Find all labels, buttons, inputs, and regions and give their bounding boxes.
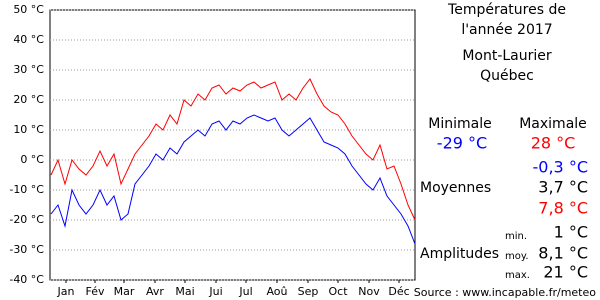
source: Source : www.incapable.fr/meteo bbox=[414, 286, 596, 299]
y-tick-label: -10 °C bbox=[9, 183, 44, 196]
stat-value: -29 °C bbox=[437, 134, 487, 153]
stat-value: 1 °C bbox=[554, 223, 588, 242]
x-tick-label: Sep bbox=[298, 285, 319, 298]
x-tick-label: Aoû bbox=[266, 285, 287, 298]
location: Mont-Laurier bbox=[462, 48, 552, 64]
y-tick-label: -30 °C bbox=[9, 243, 44, 256]
stat-label: Maximale bbox=[519, 116, 587, 132]
x-tick-label: Jan bbox=[57, 285, 75, 298]
region: Québec bbox=[480, 68, 534, 84]
x-tick-label: Fév bbox=[85, 285, 104, 298]
chart-title: Températures de bbox=[447, 2, 566, 18]
stat-label: Amplitudes bbox=[420, 246, 499, 262]
stat-value: 7,8 °C bbox=[538, 199, 588, 218]
x-tick-label: Nov bbox=[358, 285, 380, 298]
stat-label: Moyennes bbox=[420, 180, 491, 196]
stat-value: 8,1 °C bbox=[538, 244, 588, 263]
stat-label: min. bbox=[505, 231, 527, 242]
stat-value: -0,3 °C bbox=[533, 158, 588, 177]
x-tick-label: Mai bbox=[175, 285, 194, 298]
y-tick-label: -20 °C bbox=[9, 213, 44, 226]
x-tick-label: Jui bbox=[208, 285, 222, 298]
y-tick-label: 20 °C bbox=[13, 93, 44, 106]
x-tick-label: Avr bbox=[146, 285, 164, 298]
x-tick-label: Déc bbox=[388, 285, 409, 298]
x-tick-label: Jul bbox=[238, 285, 252, 298]
stat-value: 3,7 °C bbox=[538, 178, 588, 197]
x-tick-label: Oct bbox=[328, 285, 348, 298]
stat-value: 21 °C bbox=[543, 263, 588, 282]
y-tick-label: 10 °C bbox=[13, 123, 44, 136]
y-tick-label: 30 °C bbox=[13, 63, 44, 76]
y-tick-label: 40 °C bbox=[13, 33, 44, 46]
stat-label: Minimale bbox=[428, 116, 491, 132]
stat-label: max. bbox=[505, 270, 530, 281]
chart-subtitle: l'année 2017 bbox=[461, 22, 552, 38]
stat-value: 28 °C bbox=[531, 134, 576, 153]
stat-label: moy. bbox=[505, 251, 529, 262]
y-tick-label: 50 °C bbox=[13, 3, 44, 16]
plot-frame bbox=[49, 9, 416, 281]
line-series bbox=[50, 114, 416, 245]
y-tick-label: -40 °C bbox=[9, 273, 44, 286]
x-tick-label: Mar bbox=[114, 285, 135, 298]
y-tick-label: 0 °C bbox=[20, 153, 44, 166]
line-series bbox=[50, 78, 416, 221]
